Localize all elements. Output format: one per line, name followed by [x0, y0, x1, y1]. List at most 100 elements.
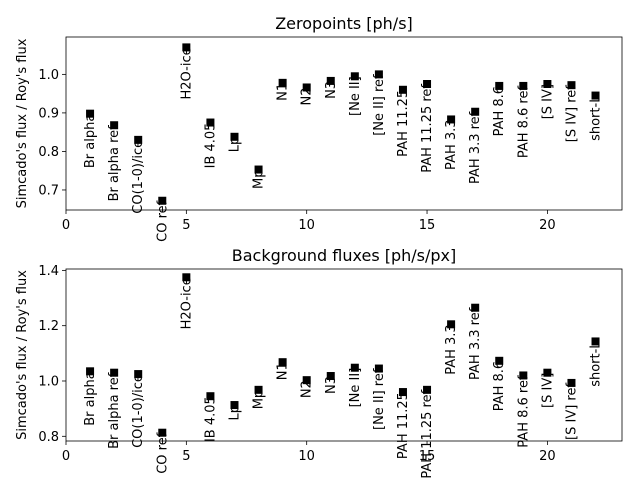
data-point — [447, 320, 456, 329]
data-label: Lp — [227, 137, 242, 153]
data-label: Mp — [252, 390, 267, 409]
y-tick-label: 0.7 — [38, 183, 59, 198]
data-point — [278, 78, 287, 87]
data-point — [519, 81, 528, 90]
data-label: Mp — [252, 170, 267, 189]
data-point — [182, 43, 191, 52]
data-point — [519, 371, 528, 380]
data-point — [495, 356, 504, 365]
data-point — [254, 165, 263, 174]
x-tick-label: 5 — [182, 449, 190, 464]
data-label: [S IV] — [540, 84, 555, 119]
plot-frame — [65, 36, 623, 211]
data-point — [230, 401, 239, 410]
data-label: PAH 3.3 ref — [468, 307, 483, 380]
data-point — [543, 80, 552, 89]
data-label: PAH 11.25 ref — [420, 84, 435, 173]
data-label: PAH 11.25 — [396, 392, 411, 459]
y-tick-label: 0.9 — [38, 106, 59, 121]
data-label: PAH 11.25 — [396, 90, 411, 157]
data-point — [543, 368, 552, 377]
data-label: [Ne II] — [348, 368, 363, 408]
y-axis-label: Simcado's flux / Roy's flux — [15, 38, 30, 208]
data-label: N3 — [324, 81, 339, 99]
data-point — [302, 376, 311, 385]
data-point — [423, 80, 432, 89]
data-point — [350, 72, 359, 81]
data-label: PAH 3.3 ref — [468, 111, 483, 184]
data-label: PAH 3.3 — [444, 324, 459, 374]
data-label: [S IV] ref — [564, 383, 579, 440]
data-label: N2 — [300, 380, 315, 398]
data-label: CO(1-0)/ice — [131, 140, 146, 214]
data-point — [374, 364, 383, 373]
data-label: H2O-ice — [179, 277, 194, 329]
data-label: PAH 8.6 ref — [516, 86, 531, 159]
x-tick-label: 5 — [182, 218, 190, 233]
data-label: Lp — [227, 405, 242, 421]
y-tick-label: 0.8 — [38, 430, 59, 445]
data-point — [471, 107, 480, 116]
data-label: Br alpha ref — [107, 125, 122, 202]
data-point — [495, 81, 504, 90]
data-label: PAH 8.6 — [492, 361, 507, 411]
x-tick-label: 15 — [419, 449, 436, 464]
data-point — [447, 115, 456, 124]
y-axis-label: Simcado's flux / Roy's flux — [15, 270, 30, 440]
y-tick-label: 1.0 — [38, 374, 59, 389]
data-point — [326, 372, 335, 381]
data-point — [398, 388, 407, 397]
data-point — [158, 196, 167, 205]
data-label: CO ref — [155, 200, 170, 241]
data-label: PAH 3.3 — [444, 119, 459, 169]
data-label: N2 — [300, 87, 315, 105]
data-point — [182, 273, 191, 282]
x-tick-label: 15 — [419, 218, 436, 233]
data-point — [134, 135, 143, 144]
x-tick-label: 0 — [62, 218, 70, 233]
plot-frame — [65, 268, 623, 442]
data-point — [591, 91, 600, 100]
x-tick-label: 20 — [539, 218, 556, 233]
data-label: [Ne II] ref — [372, 74, 387, 136]
data-label: H2O-ice — [179, 47, 194, 99]
data-label: short-L — [589, 341, 604, 387]
x-tick-label: 10 — [298, 218, 315, 233]
data-label: PAH 11.25 ref — [420, 389, 435, 478]
data-point — [350, 363, 359, 372]
y-tick-label: 1.0 — [38, 68, 59, 83]
chart-title: Background fluxes [ph/s/px] — [232, 246, 457, 265]
data-point — [471, 303, 480, 312]
data-label: CO ref — [155, 432, 170, 473]
data-point — [206, 392, 215, 401]
data-point — [567, 378, 576, 387]
data-point — [591, 337, 600, 346]
data-point — [398, 85, 407, 94]
data-point — [86, 109, 95, 118]
data-point — [206, 118, 215, 127]
data-point — [423, 385, 432, 394]
x-tick-label: 10 — [298, 449, 315, 464]
data-label: [S IV] — [540, 373, 555, 408]
data-label: PAH 8.6 ref — [516, 375, 531, 448]
data-label: N1 — [276, 83, 291, 101]
data-label: N1 — [276, 362, 291, 380]
data-label: IB 4.05 — [203, 396, 218, 442]
y-tick-label: 1.2 — [38, 319, 59, 334]
chart-panel-1: Zeropoints [ph/s] Simcado's flux / Roy's … — [15, 14, 623, 242]
data-label: Br alpha ref — [107, 372, 122, 449]
data-label: IB 4.05 — [203, 123, 218, 169]
data-point — [110, 368, 119, 377]
y-tick-label: 1.4 — [38, 264, 59, 279]
data-point — [326, 76, 335, 85]
data-label: N3 — [324, 376, 339, 394]
data-point — [567, 81, 576, 90]
data-label: CO(1-0)/ice — [131, 374, 146, 448]
data-point — [374, 70, 383, 79]
data-label: Br alpha — [83, 371, 98, 425]
data-point — [110, 121, 119, 130]
x-tick-label: 20 — [539, 449, 556, 464]
data-label: [Ne II] ref — [372, 368, 387, 430]
data-label: [Ne II] — [348, 76, 363, 116]
